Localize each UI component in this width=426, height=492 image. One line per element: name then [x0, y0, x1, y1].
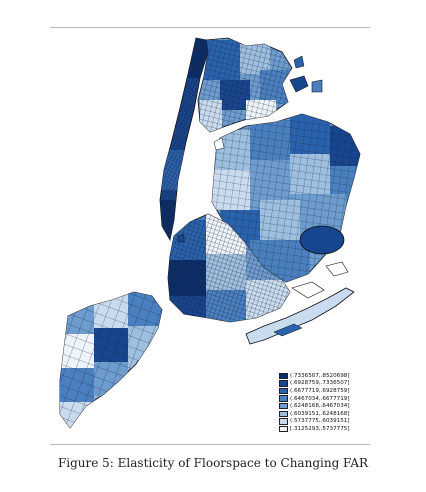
- bronx-borough: [197, 37, 293, 133]
- legend-item: (.6467034,.6677719]: [279, 395, 363, 403]
- bottom-rule: [50, 444, 370, 445]
- legend-item: (.7336507,.8520698]: [279, 372, 363, 380]
- legend-item: (.6677719,.6928759]: [279, 387, 363, 395]
- legend-swatch: [279, 387, 288, 395]
- legend-item: (.6248168,.6467034]: [279, 402, 363, 410]
- legend-label: (.7336507,.8520698]: [290, 372, 350, 379]
- staten-island-borough: [59, 291, 163, 429]
- legend-item: (.5737775,.6039151]: [279, 418, 363, 426]
- legend-swatch: [279, 418, 288, 425]
- jamaica-bay-islands: [291, 261, 349, 299]
- legend-item: [.3125293,.5737775]: [279, 425, 363, 433]
- nyc-choropleth-map: [59, 37, 361, 429]
- legend-label: [.3125293,.5737775]: [290, 425, 350, 432]
- legend-swatch: [279, 410, 288, 417]
- legend-label: (.6677719,.6928759]: [290, 387, 350, 394]
- small-islands: [177, 55, 323, 243]
- legend-swatch: [279, 372, 288, 379]
- legend-swatch: [279, 395, 288, 402]
- legend-swatch: [279, 402, 288, 410]
- legend-label: (.6248168,.6467034]: [290, 403, 350, 410]
- legend-item: (.6928759,.7336507]: [279, 380, 363, 388]
- rockaway-peninsula: [245, 287, 355, 345]
- legend-item: (.6039151,.6248168]: [279, 410, 363, 418]
- legend-label: (.6039151,.6248168]: [290, 410, 350, 417]
- legend-label: (.6928759,.7336507]: [290, 380, 350, 387]
- map-legend: (.7336507,.8520698] (.6928759,.7336507] (.…: [279, 372, 363, 433]
- legend-swatch: [279, 425, 288, 433]
- legend-label: (.5737775,.6039151]: [290, 418, 350, 425]
- figure-caption: Figure 5: Elasticity of Floorspace to Ch…: [57, 456, 369, 470]
- top-rule: [50, 27, 370, 28]
- legend-label: (.6467034,.6677719]: [290, 395, 350, 402]
- legend-swatch: [279, 380, 288, 387]
